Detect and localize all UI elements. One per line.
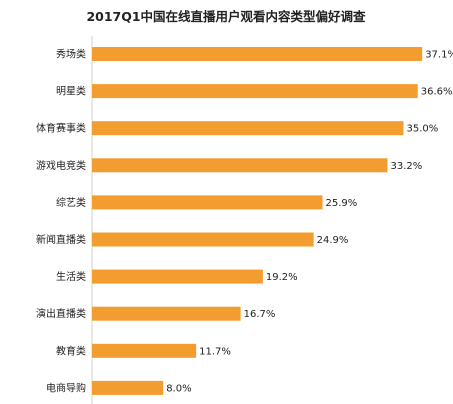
- bar: [92, 269, 263, 284]
- data-label: 19.2%: [266, 272, 298, 283]
- data-label: 37.1%: [425, 50, 453, 61]
- data-label: 8.0%: [166, 383, 191, 394]
- category-label: 体育赛事类: [36, 122, 86, 135]
- bar: [92, 232, 314, 247]
- chart-title: 2017Q1中国在线直播用户观看内容类型偏好调查: [86, 9, 366, 24]
- bar: [92, 121, 404, 136]
- category-label: 演出直播类: [36, 307, 86, 320]
- category-label: 游戏电竞类: [36, 159, 86, 172]
- category-label: 秀场类: [56, 48, 86, 61]
- category-label: 新闻直播类: [36, 233, 86, 246]
- category-label: 生活类: [56, 270, 86, 283]
- data-label: 16.7%: [244, 309, 276, 320]
- bar: [92, 306, 241, 321]
- category-label: 明星类: [56, 85, 86, 98]
- bar: [92, 47, 423, 61]
- bar: [92, 195, 323, 210]
- category-label: 电商导购: [46, 381, 86, 394]
- bar: [92, 158, 388, 173]
- bar: [92, 343, 197, 358]
- data-label: 25.9%: [326, 198, 358, 209]
- category-label: 教育类: [56, 344, 86, 357]
- bar: [92, 84, 418, 99]
- data-label: 33.2%: [390, 161, 422, 172]
- data-label: 24.9%: [317, 235, 349, 246]
- bars-group: 秀场类 37.1% 明星类 36.6% 体育赛事类 35.0% 游戏电竞类 33.2% 综艺类 2…: [36, 36, 453, 404]
- data-label: 36.6%: [421, 87, 453, 98]
- category-label: 综艺类: [56, 196, 86, 209]
- bar: [92, 380, 164, 395]
- data-label: 11.7%: [199, 346, 231, 357]
- data-label: 35.0%: [407, 124, 439, 135]
